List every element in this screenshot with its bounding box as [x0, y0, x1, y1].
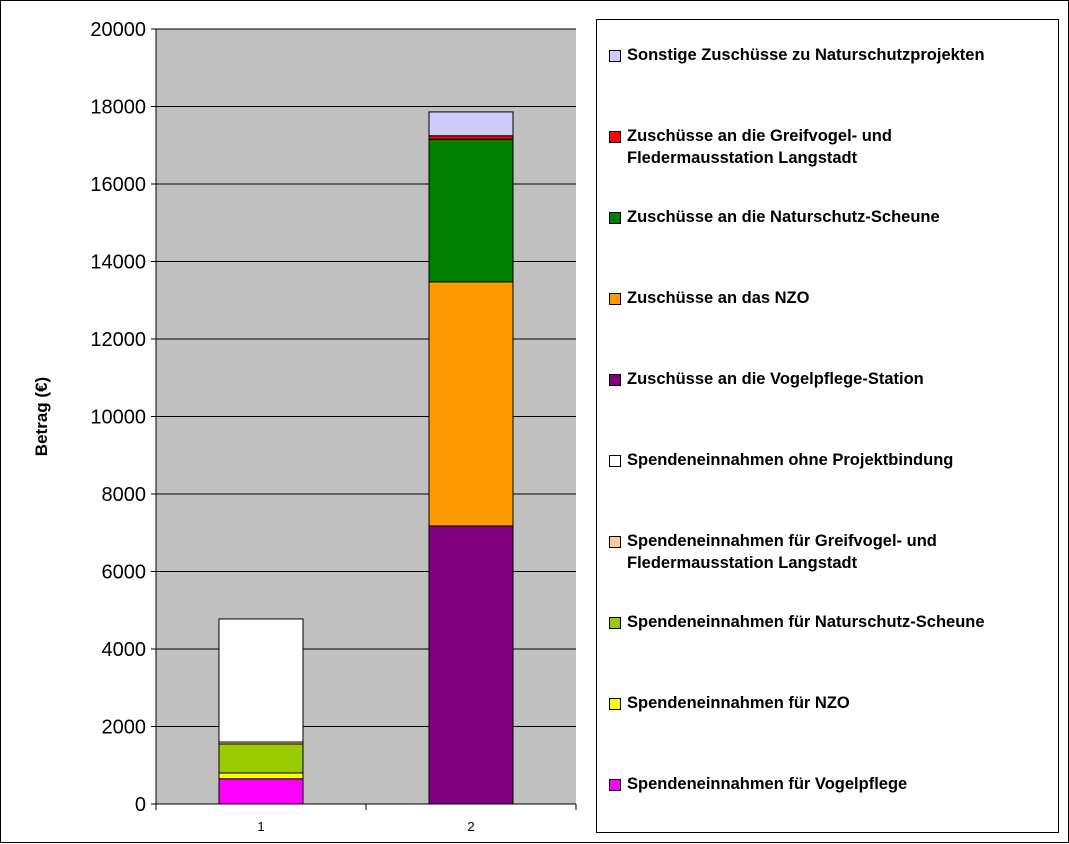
bar-segment	[428, 138, 514, 283]
y-tick-label: 2000	[102, 717, 147, 739]
legend-swatch	[609, 617, 621, 629]
legend-label-line: Fledermausstation Langstadt	[627, 149, 858, 167]
legend-swatch	[609, 779, 621, 791]
legend-label: Spendeneinnahmen für Greifvogel- und Fled…	[627, 530, 937, 574]
legend-swatch	[609, 212, 621, 224]
x-tick-label: 1	[257, 819, 264, 834]
legend-item: Spendeneinnahmen für Vogelpflege	[609, 773, 907, 795]
legend-label-line: Zuschüsse an die Naturschutz-Scheune	[627, 208, 940, 226]
bar-segment	[428, 281, 514, 527]
legend-label-line: Fledermausstation Langstadt	[627, 554, 858, 572]
y-tick-label: 12000	[90, 329, 146, 351]
bar-segment	[218, 618, 304, 743]
legend-label: Sonstige Zuschüsse zu Naturschutzprojekt…	[627, 44, 985, 66]
legend-label: Spendeneinnahmen für Naturschutz-Scheune	[627, 611, 985, 633]
legend-label-line: Zuschüsse an die Vogelpflege-Station	[627, 370, 924, 388]
bar-segment	[428, 111, 514, 137]
legend-label: Spendeneinnahmen ohne Projektbindung	[627, 449, 953, 471]
legend-item: Spendeneinnahmen für NZO	[609, 692, 850, 714]
bar-segment	[218, 743, 304, 774]
legend-label-line: Spendeneinnahmen für NZO	[627, 694, 850, 712]
legend-swatch	[609, 50, 621, 62]
legend-item: Zuschüsse an die Naturschutz-Scheune	[609, 206, 940, 228]
legend-label-line: Spendeneinnahmen ohne Projektbindung	[627, 451, 954, 469]
legend-label-line: Zuschüsse an das NZO	[627, 289, 810, 307]
bar-segment	[428, 525, 514, 805]
legend-item: Zuschüsse an die Greifvogel- und Flederma…	[609, 125, 892, 169]
legend-label-line: Zuschüsse an die Greifvogel- und	[627, 127, 892, 145]
legend-item: Zuschüsse an das NZO	[609, 287, 809, 309]
legend-item: Spendeneinnahmen ohne Projektbindung	[609, 449, 953, 471]
bar-segment	[428, 135, 514, 140]
legend-label-line: Spendeneinnahmen für Naturschutz-Scheune	[627, 613, 985, 631]
y-tick-label: 10000	[90, 407, 146, 429]
legend-label-line: Spendeneinnahmen für Vogelpflege	[627, 775, 908, 793]
legend-item: Spendeneinnahmen für Naturschutz-Scheune	[609, 611, 985, 633]
legend-item: Zuschüsse an die Vogelpflege-Station	[609, 368, 924, 390]
bar-segment	[218, 772, 304, 780]
y-tick-label: 18000	[90, 97, 146, 119]
legend-label: Zuschüsse an die Naturschutz-Scheune	[627, 206, 940, 228]
legend-swatch	[609, 374, 621, 386]
y-axis-label: Betrag (€)	[32, 377, 51, 456]
legend-label-line: Sonstige Zuschüsse zu Naturschutzprojekt…	[627, 46, 985, 64]
y-tick-label: 14000	[90, 252, 146, 274]
legend-swatch	[609, 131, 621, 143]
y-tick-label: 0	[135, 794, 146, 816]
legend-swatch	[609, 698, 621, 710]
legend-swatch	[609, 293, 621, 305]
y-tick-label: 4000	[102, 639, 147, 661]
legend-label: Spendeneinnahmen für Vogelpflege	[627, 773, 907, 795]
bar-segment	[218, 778, 304, 805]
legend-swatch	[609, 536, 621, 548]
legend-label: Spendeneinnahmen für NZO	[627, 692, 850, 714]
legend-swatch	[609, 455, 621, 467]
legend-item: Sonstige Zuschüsse zu Naturschutzprojekt…	[609, 44, 985, 66]
legend-label: Zuschüsse an das NZO	[627, 287, 809, 309]
legend: Sonstige Zuschüsse zu Naturschutzprojekt…	[596, 19, 1059, 833]
legend-label: Zuschüsse an die Vogelpflege-Station	[627, 368, 924, 390]
x-tick-label: 2	[467, 819, 474, 834]
y-tick-label: 16000	[90, 174, 146, 196]
y-tick-label: 6000	[102, 562, 147, 584]
y-tick-label: 20000	[90, 19, 146, 41]
legend-label-line: Spendeneinnahmen für Greifvogel- und	[627, 532, 937, 550]
legend-label: Zuschüsse an die Greifvogel- und Flederma…	[627, 125, 892, 169]
y-tick-label: 8000	[102, 484, 147, 506]
legend-item: Spendeneinnahmen für Greifvogel- und Fled…	[609, 530, 937, 574]
